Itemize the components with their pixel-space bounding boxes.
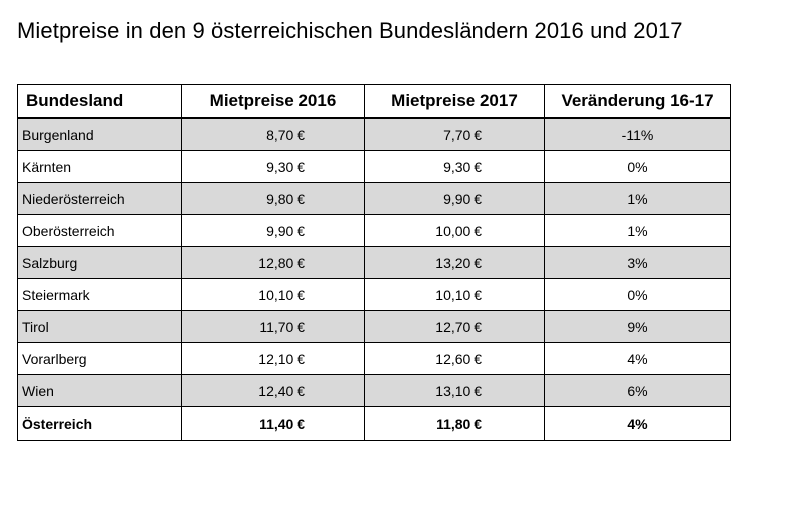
cell-bundesland: Burgenland	[17, 117, 182, 151]
cell-price-2017: 9,90 €	[364, 182, 545, 215]
cell-change: 1%	[544, 182, 731, 215]
cell-price-2016: 11,40 €	[181, 406, 365, 441]
cell-bundesland: Oberösterreich	[17, 214, 182, 247]
cell-bundesland: Vorarlberg	[17, 342, 182, 375]
cell-price-2017: 10,00 €	[364, 214, 545, 247]
table-row: Steiermark 10,10 €10,10 €0%	[17, 278, 731, 311]
cell-bundesland: Salzburg	[17, 246, 182, 279]
cell-price-2017: 12,60 €	[364, 342, 545, 375]
table-body: Burgenland 8,70 €7,70 € -11% Kärnten 9,30 €9…	[17, 117, 731, 441]
column-header-2017: Mietpreise 2017	[364, 84, 545, 119]
table-row: Oberösterreich 9,90 €10,00 €1%	[17, 214, 731, 247]
cell-bundesland: Kärnten	[17, 150, 182, 183]
column-header-bundesland: Bundesland	[17, 84, 182, 119]
cell-price-2017: 13,20 €	[364, 246, 545, 279]
cell-bundesland: Niederösterreich	[17, 182, 182, 215]
cell-change: 0%	[544, 150, 731, 183]
table-row: Kärnten 9,30 €9,30 €0%	[17, 150, 731, 183]
cell-change: 3%	[544, 246, 731, 279]
rent-table: Bundesland Mietpreise 2016 Mietpreise 20…	[17, 84, 731, 441]
cell-price-2016: 12,40 €	[181, 374, 365, 407]
cell-price-2016: 9,80 €	[181, 182, 365, 215]
table-row: Niederösterreich 9,80 €9,90 €1%	[17, 182, 731, 215]
cell-change: 4%	[544, 342, 731, 375]
cell-change: 6%	[544, 374, 731, 407]
table-row: Tirol 11,70 €12,70 €9%	[17, 310, 731, 343]
cell-change: 0%	[544, 278, 731, 311]
cell-price-2017: 7,70 €	[364, 117, 545, 151]
table-header-row: Bundesland Mietpreise 2016 Mietpreise 20…	[17, 84, 731, 119]
cell-change: 9%	[544, 310, 731, 343]
cell-price-2016: 8,70 €	[181, 117, 365, 151]
cell-bundesland: Österreich	[17, 406, 182, 441]
column-header-2016: Mietpreise 2016	[181, 84, 365, 119]
cell-bundesland: Wien	[17, 374, 182, 407]
table-row: Burgenland 8,70 €7,70 € -11%	[17, 117, 731, 151]
cell-price-2017: 13,10 €	[364, 374, 545, 407]
cell-price-2016: 12,80 €	[181, 246, 365, 279]
cell-price-2017: 12,70 €	[364, 310, 545, 343]
table-row: Vorarlberg 12,10 €12,60 €4%	[17, 342, 731, 375]
cell-price-2016: 10,10 €	[181, 278, 365, 311]
cell-price-2016: 12,10 €	[181, 342, 365, 375]
page-title: Mietpreise in den 9 österreichischen Bun…	[17, 18, 683, 43]
column-header-change: Veränderung 16-17	[544, 84, 731, 119]
cell-bundesland: Steiermark	[17, 278, 182, 311]
cell-price-2017: 10,10 €	[364, 278, 545, 311]
cell-change: -11%	[544, 117, 731, 151]
cell-price-2016: 9,30 €	[181, 150, 365, 183]
cell-price-2016: 9,90 €	[181, 214, 365, 247]
cell-price-2016: 11,70 €	[181, 310, 365, 343]
table-row: Salzburg 12,80 €13,20 €3%	[17, 246, 731, 279]
cell-change: 4%	[544, 406, 731, 441]
cell-bundesland: Tirol	[17, 310, 182, 343]
cell-change: 1%	[544, 214, 731, 247]
cell-price-2017: 9,30 €	[364, 150, 545, 183]
table-row: Wien 12,40 €13,10 €6%	[17, 374, 731, 407]
table-total-row: Österreich 11,40 €11,80 €4%	[17, 406, 731, 441]
cell-price-2017: 11,80 €	[364, 406, 545, 441]
